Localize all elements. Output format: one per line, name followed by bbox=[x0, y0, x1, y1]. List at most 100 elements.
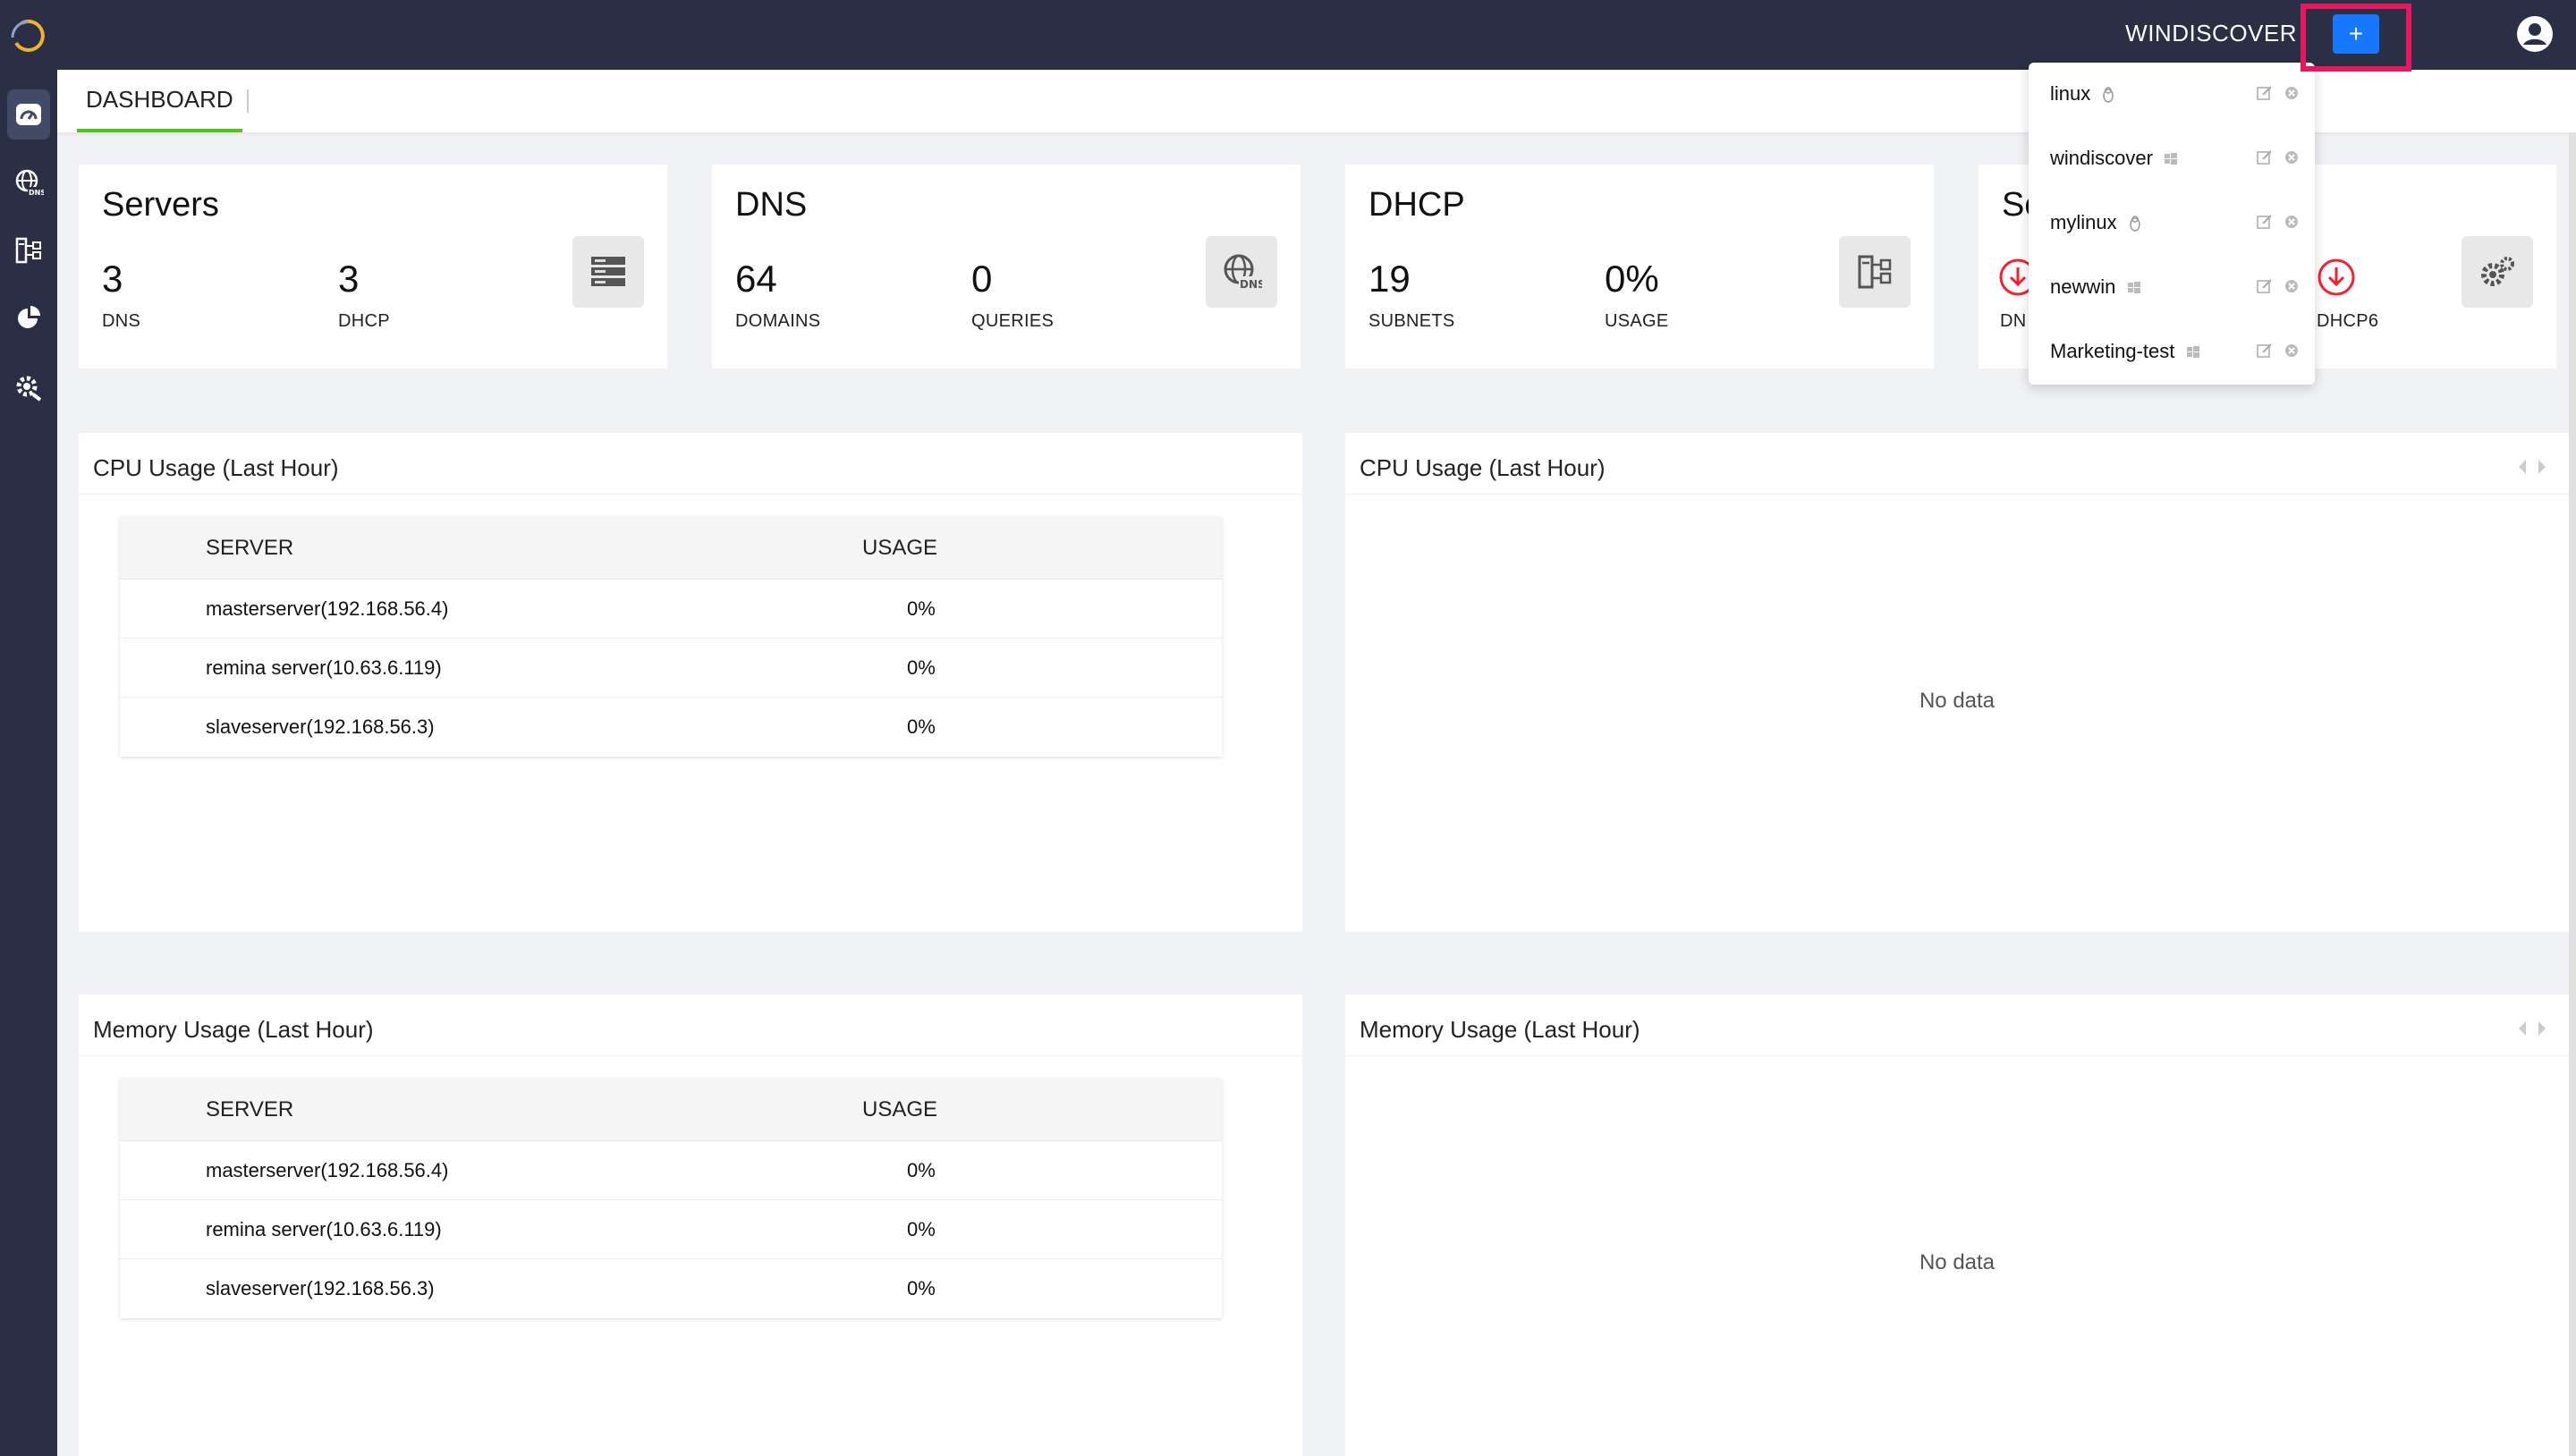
next-page-icon[interactable] bbox=[2538, 1021, 2546, 1036]
tenant-name[interactable]: WINDISCOVER bbox=[2125, 20, 2297, 47]
panel-title: CPU Usage (Last Hour) bbox=[93, 454, 339, 481]
sidebar-item-dashboard[interactable] bbox=[7, 89, 50, 140]
dhcp-card: DHCP 19 SUBNETS 0% USAGE bbox=[1345, 165, 1934, 368]
table-row[interactable]: remina server(10.63.6.119) 0% bbox=[120, 1200, 1222, 1259]
remove-icon[interactable] bbox=[2283, 213, 2301, 231]
usage-cell: 0% bbox=[907, 597, 936, 620]
panel-title: Memory Usage (Last Hour) bbox=[93, 1016, 374, 1043]
edit-icon[interactable] bbox=[2256, 277, 2274, 295]
dropdown-item-label: newwin bbox=[2050, 275, 2116, 298]
usage-value: 0% bbox=[1605, 258, 1659, 300]
table-row[interactable]: masterserver(192.168.56.4) 0% bbox=[120, 580, 1222, 639]
dhcp6-service-label: DHCP6 bbox=[2317, 311, 2379, 331]
dropdown-item-windiscover[interactable]: windiscover bbox=[2029, 127, 2315, 191]
table-row[interactable]: slaveserver(192.168.56.3) 0% bbox=[120, 698, 1222, 757]
remove-icon[interactable] bbox=[2283, 277, 2301, 295]
usage-column-header[interactable]: USAGE bbox=[862, 536, 938, 560]
memory-usage-table-panel: Memory Usage (Last Hour) SERVER USAGE ma… bbox=[79, 995, 1302, 1456]
dropdown-item-marketing-test[interactable]: Marketing-test bbox=[2029, 320, 2315, 385]
usage-column-header[interactable]: USAGE bbox=[862, 1097, 938, 1122]
remove-icon[interactable] bbox=[2283, 148, 2301, 166]
usage-cell: 0% bbox=[907, 1277, 936, 1299]
table-header: SERVER USAGE bbox=[120, 1079, 1222, 1141]
sidebar-item-dhcp[interactable] bbox=[7, 225, 50, 275]
domains-count: 64 bbox=[735, 258, 777, 300]
panel-divider bbox=[1345, 494, 2569, 495]
server-stack-icon bbox=[572, 236, 644, 308]
no-data-message: No data bbox=[1919, 689, 1996, 713]
server-column-header[interactable]: SERVER bbox=[206, 1097, 294, 1122]
dns-card: DNS 64 DOMAINS 0 QUERIES DNS bbox=[712, 165, 1301, 368]
tab-dashboard[interactable]: DASHBOARD bbox=[77, 70, 242, 132]
edit-icon[interactable] bbox=[2256, 84, 2274, 102]
sidebar: DNS bbox=[0, 0, 57, 1456]
server-cell: remina server(10.63.6.119) bbox=[206, 1218, 442, 1240]
pie-chart-icon bbox=[18, 306, 40, 328]
cpu-usage-table-panel: CPU Usage (Last Hour) SERVER USAGE maste… bbox=[79, 433, 1302, 932]
dropdown-item-label: Marketing-test bbox=[2050, 340, 2175, 362]
server-column-header[interactable]: SERVER bbox=[206, 536, 294, 560]
edit-icon[interactable] bbox=[2256, 148, 2274, 166]
settings-gear-icon bbox=[16, 376, 42, 402]
add-server-button[interactable]: + bbox=[2333, 14, 2379, 54]
server-cell: masterserver(192.168.56.4) bbox=[206, 597, 449, 620]
domains-label: DOMAINS bbox=[735, 311, 821, 331]
prev-page-icon[interactable] bbox=[2519, 460, 2526, 474]
subnets-count: 19 bbox=[1368, 258, 1411, 300]
memory-usage-table: SERVER USAGE masterserver(192.168.56.4) … bbox=[120, 1079, 1222, 1318]
subnets-label: SUBNETS bbox=[1368, 311, 1455, 331]
usage-cell: 0% bbox=[907, 1159, 936, 1181]
dropdown-item-label: linux bbox=[2050, 82, 2091, 105]
dhcp-server-label: DHCP bbox=[338, 311, 390, 331]
page-scrollbar[interactable] bbox=[2569, 132, 2576, 1456]
queries-label: QUERIES bbox=[971, 311, 1055, 331]
linux-icon bbox=[2129, 216, 2140, 232]
server-cell: masterserver(192.168.56.4) bbox=[206, 1159, 449, 1181]
usage-cell: 0% bbox=[907, 715, 936, 738]
remove-icon[interactable] bbox=[2283, 84, 2301, 102]
dropdown-item-label: windiscover bbox=[2050, 147, 2153, 169]
table-header: SERVER USAGE bbox=[120, 517, 1222, 580]
dhcp-tree-icon bbox=[1839, 236, 1911, 308]
panel-divider bbox=[79, 1055, 1302, 1056]
server-switcher-dropdown: linux windiscover mylinux newwin bbox=[2029, 63, 2315, 385]
table-row[interactable]: slaveserver(192.168.56.3) 0% bbox=[120, 1259, 1222, 1318]
windows-icon bbox=[2127, 282, 2140, 294]
dns-server-count: 3 bbox=[102, 258, 123, 300]
table-row[interactable]: masterserver(192.168.56.4) 0% bbox=[120, 1141, 1222, 1200]
app-logo[interactable] bbox=[0, 0, 57, 72]
globe-dns-icon: DNS bbox=[1206, 236, 1277, 308]
card-title: DNS bbox=[735, 186, 808, 224]
sidebar-item-settings[interactable] bbox=[7, 361, 50, 411]
logo-icon bbox=[11, 20, 45, 52]
sidebar-item-reports[interactable] bbox=[7, 293, 50, 343]
memory-usage-chart-panel: Memory Usage (Last Hour) No data bbox=[1345, 995, 2569, 1456]
table-row[interactable]: remina server(10.63.6.119) 0% bbox=[120, 639, 1222, 698]
dropdown-item-newwin[interactable]: newwin bbox=[2029, 256, 2315, 320]
sidebar-item-dns[interactable]: DNS bbox=[7, 157, 50, 207]
dropdown-item-mylinux[interactable]: mylinux bbox=[2029, 191, 2315, 256]
linux-icon bbox=[2103, 87, 2114, 103]
svg-text:DNS: DNS bbox=[29, 189, 44, 197]
panel-title: CPU Usage (Last Hour) bbox=[1360, 454, 1606, 481]
remove-icon[interactable] bbox=[2283, 342, 2301, 360]
download-circle-icon bbox=[2318, 258, 2355, 296]
card-title: Servers bbox=[102, 186, 219, 224]
edit-icon[interactable] bbox=[2256, 213, 2274, 231]
dropdown-item-linux[interactable]: linux bbox=[2029, 63, 2315, 127]
no-data-message: No data bbox=[1919, 1250, 1996, 1274]
gears-icon bbox=[2462, 236, 2533, 308]
cpu-usage-chart-panel: CPU Usage (Last Hour) No data bbox=[1345, 433, 2569, 932]
edit-icon[interactable] bbox=[2256, 342, 2274, 360]
user-avatar-icon[interactable] bbox=[2513, 13, 2556, 55]
usage-cell: 0% bbox=[907, 1218, 936, 1240]
card-title: DHCP bbox=[1368, 186, 1465, 224]
dns-service-label: DN bbox=[2000, 311, 2027, 331]
next-page-icon[interactable] bbox=[2538, 460, 2546, 474]
server-cell: slaveserver(192.168.56.3) bbox=[206, 1277, 435, 1299]
server-cell: slaveserver(192.168.56.3) bbox=[206, 715, 435, 738]
usage-label: USAGE bbox=[1605, 311, 1669, 331]
topbar: WINDISCOVER bbox=[57, 0, 2576, 70]
chart-pager bbox=[2519, 1021, 2546, 1036]
prev-page-icon[interactable] bbox=[2519, 1021, 2526, 1036]
